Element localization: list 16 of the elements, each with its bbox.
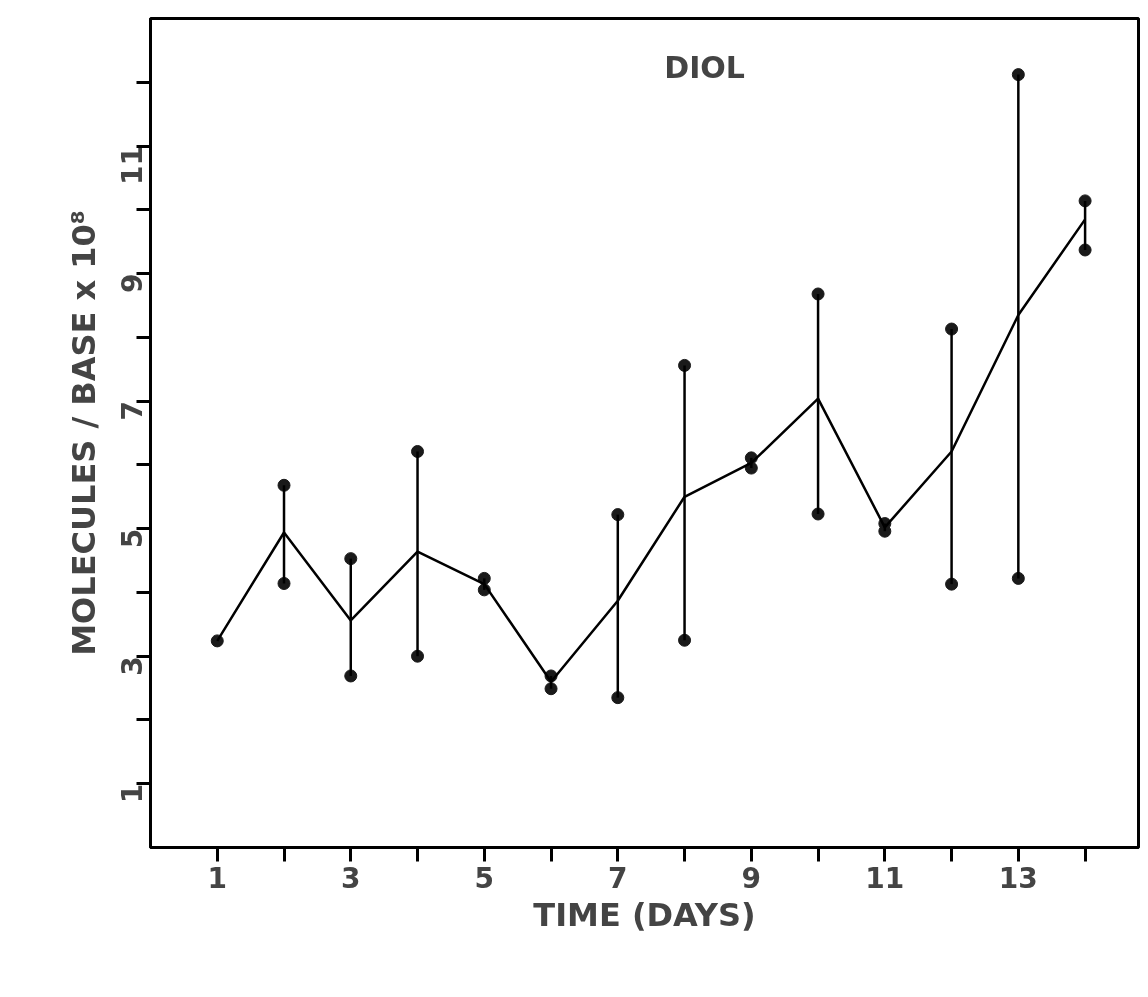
x-tick-label: 3: [341, 861, 361, 895]
y-tick-label: 11: [116, 146, 149, 185]
x-tick-label: 7: [608, 861, 628, 895]
annotation: DIOL: [664, 49, 745, 85]
y-tick-label: 5: [116, 528, 149, 549]
x-tick-label: 1: [207, 861, 227, 895]
y-tick-label: 3: [116, 656, 149, 676]
y-tick-label: 9: [116, 273, 149, 294]
x-tick-label: 9: [741, 861, 762, 895]
x-axis-title: TIME (DAYS): [533, 895, 756, 934]
y-tick-label: 1: [116, 783, 149, 804]
y-tick-label: 7: [116, 401, 149, 421]
x-tick-label: 13: [998, 861, 1038, 895]
x-tick-label: 11: [865, 861, 905, 895]
x-tick-label: 5: [474, 861, 495, 895]
y-axis-title: MOLECULES / BASE x 10⁸: [64, 210, 103, 656]
